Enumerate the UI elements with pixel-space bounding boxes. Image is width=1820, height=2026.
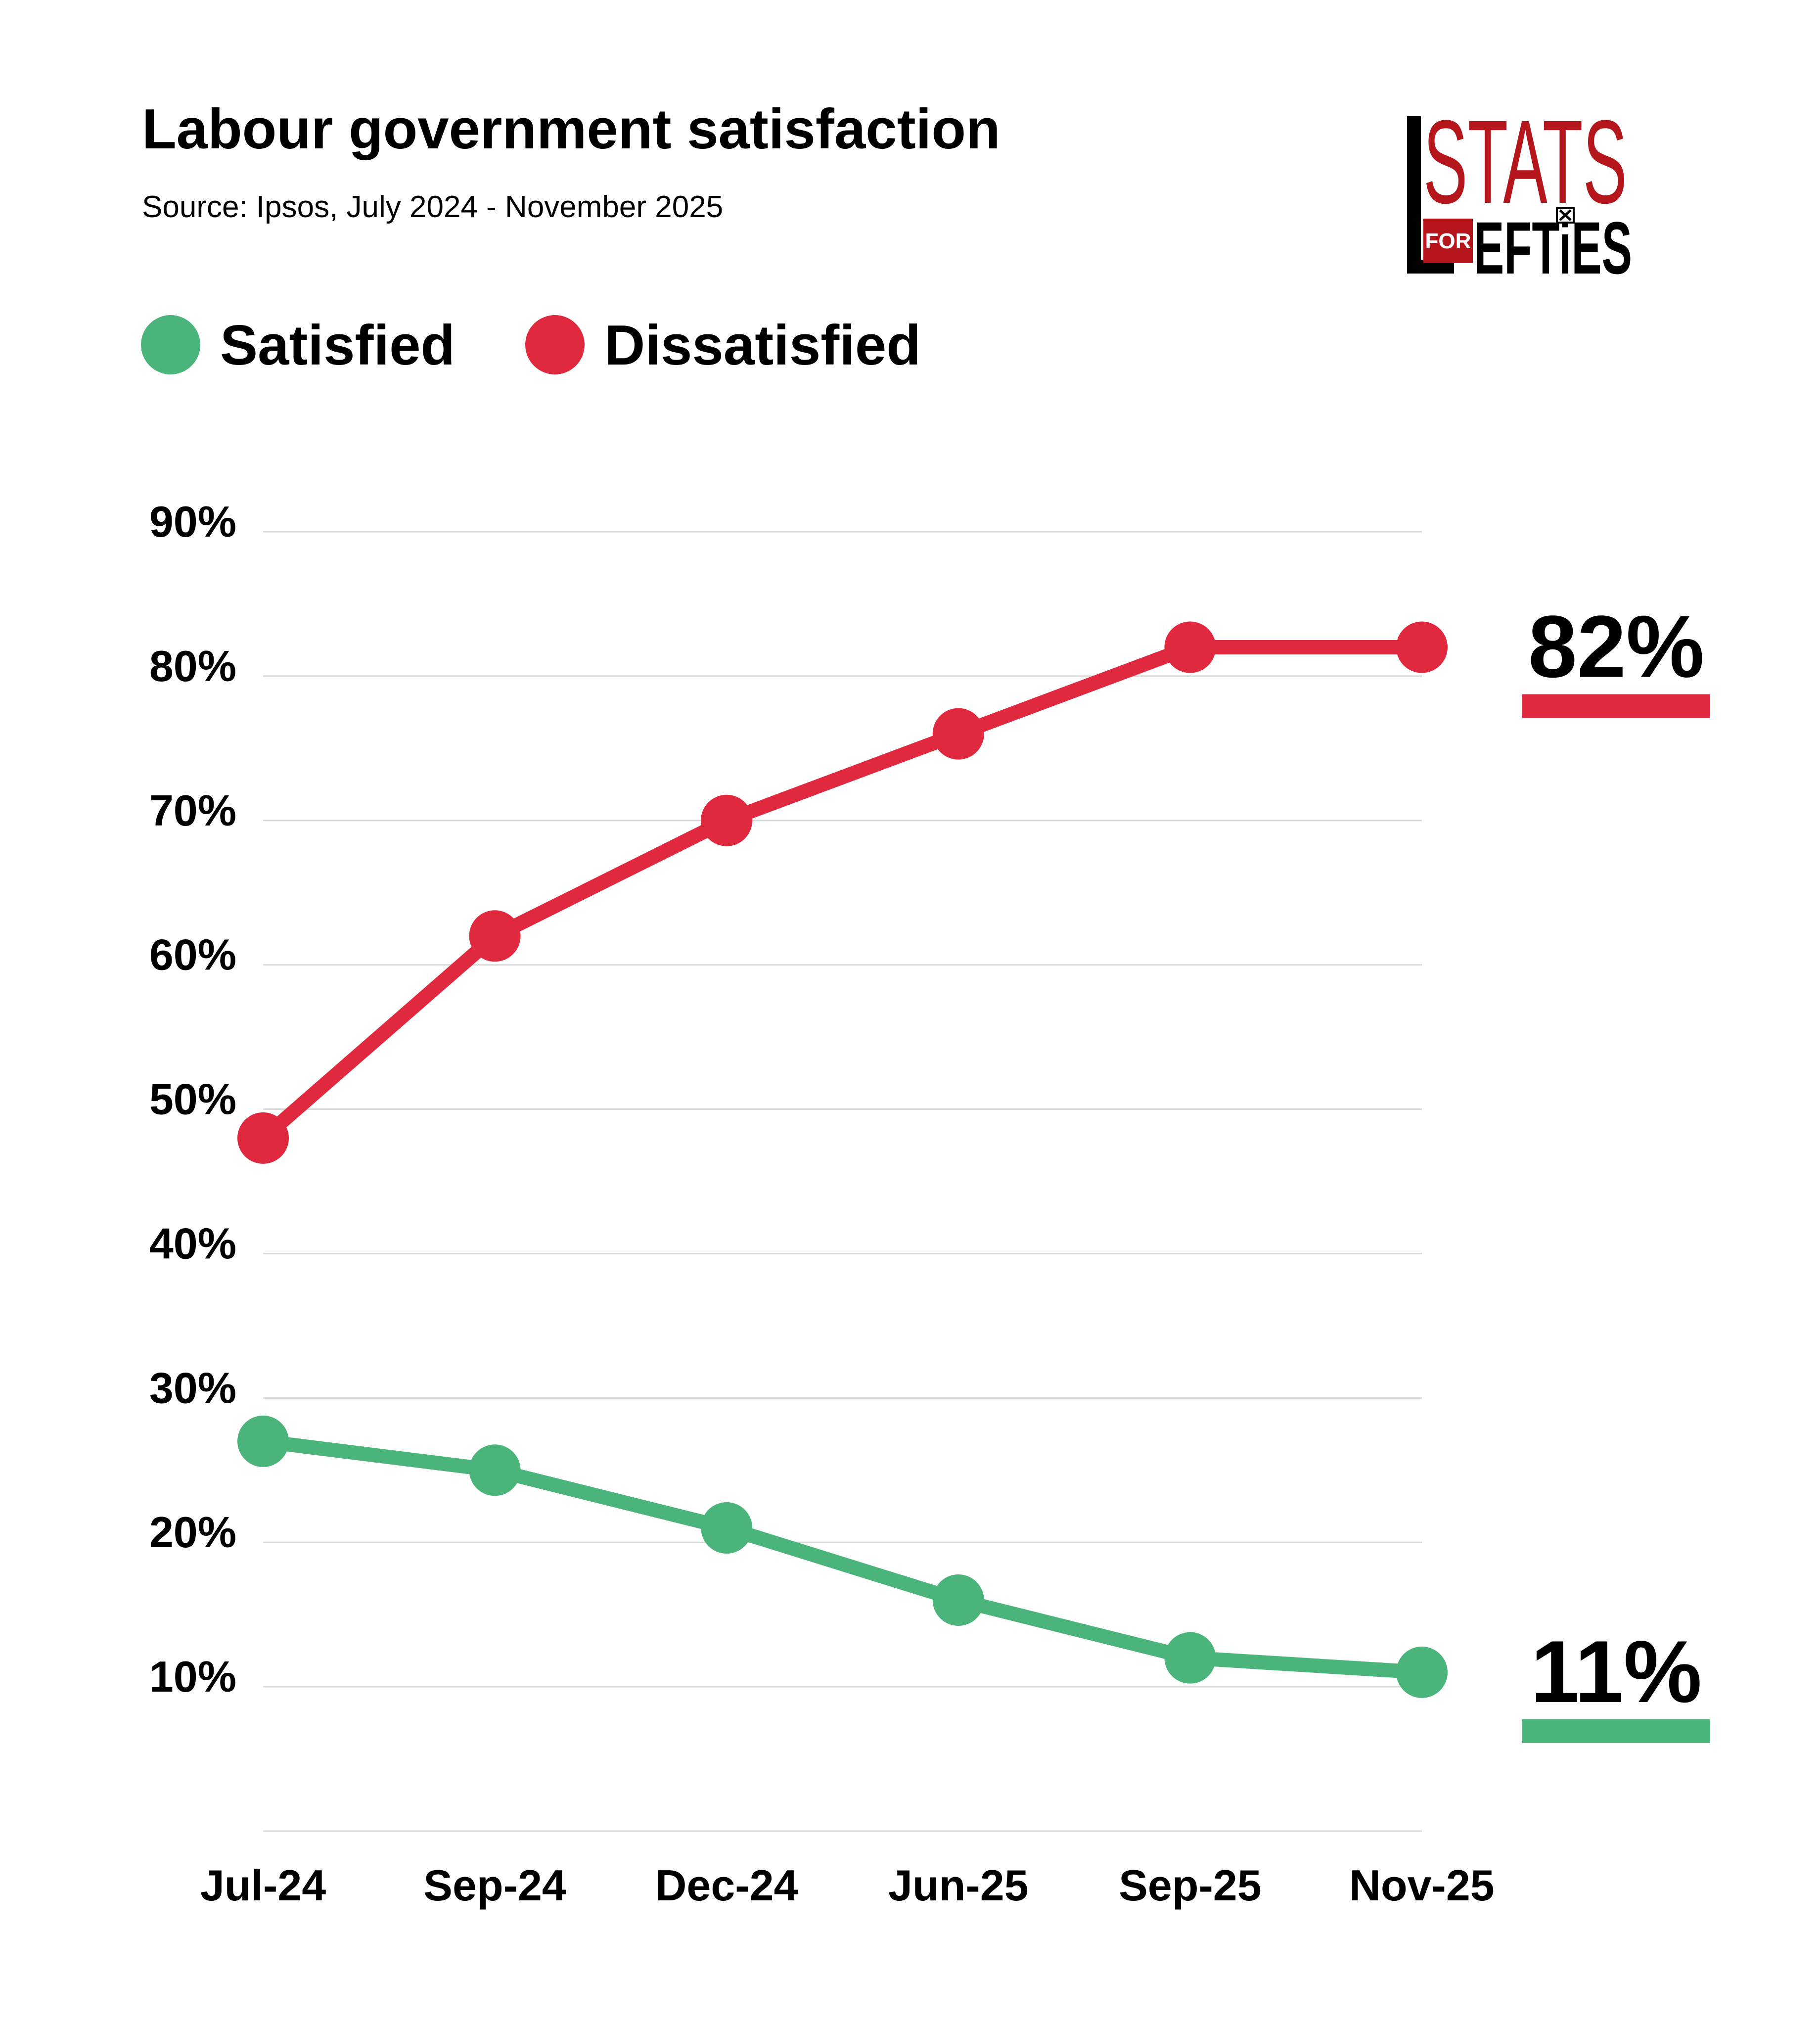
series-line-dissatisfied (256, 640, 1429, 1146)
y-tick-label: 10% (149, 1652, 236, 1701)
data-point-dissatisfied (1164, 621, 1216, 673)
data-point-satisfied (701, 1502, 753, 1554)
y-tick-label: 60% (149, 930, 236, 979)
x-tick-label: Jun-25 (888, 1861, 1029, 1910)
logo-for-box (1423, 219, 1473, 263)
data-point-dissatisfied (1396, 621, 1448, 673)
data-point-dissatisfied (932, 708, 984, 760)
data-point-satisfied (469, 1444, 521, 1496)
end-label-satisfied: 11% (1531, 1622, 1702, 1721)
series-lines (237, 621, 1448, 1698)
chart-title: Labour government satisfaction (142, 98, 1001, 161)
data-point-satisfied (932, 1574, 984, 1626)
logo-stats-text: STATS (1423, 109, 1627, 228)
legend-label-dissatisfied: Dissatisfied (604, 314, 921, 377)
end-labels: 11% 82% (1522, 598, 1710, 1743)
data-point-satisfied (1396, 1646, 1448, 1698)
end-label-dissatisfied: 82% (1528, 598, 1704, 696)
legend-marker-dissatisfied (525, 315, 585, 374)
x-tick-label: Nov-25 (1349, 1861, 1494, 1910)
end-label-bar-satisfied (1522, 1719, 1710, 1743)
legend: Satisfied Dissatisfied (141, 314, 921, 377)
y-tick-label: 90% (149, 497, 236, 546)
y-tick-label: 40% (149, 1219, 236, 1268)
data-point-satisfied (1164, 1632, 1216, 1684)
series-line-satisfied (256, 1434, 1429, 1680)
y-axis-tick-labels: 10% 20% 30% 40% 50% 60% 70% 80% 90% (149, 497, 236, 1701)
data-point-dissatisfied (701, 794, 753, 846)
y-tick-label: 80% (149, 642, 236, 691)
stats-for-lefties-logo: STATS FOR EFTiES (1407, 109, 1632, 282)
y-tick-label: 70% (149, 786, 236, 835)
chart-subtitle: Source: Ipsos, July 2024 - November 2025 (142, 190, 724, 224)
logo-l-vertical (1407, 116, 1421, 274)
x-tick-label: Jul-24 (200, 1861, 326, 1910)
logo-for-text: FOR (1425, 229, 1471, 253)
data-point-satisfied (237, 1415, 289, 1467)
x-tick-label: Sep-24 (423, 1861, 566, 1910)
logo-ballot-cross (1559, 209, 1572, 221)
data-point-dissatisfied (237, 1112, 289, 1164)
x-tick-label: Dec-24 (655, 1861, 798, 1910)
y-tick-label: 30% (149, 1363, 236, 1412)
y-tick-label: 50% (149, 1075, 236, 1124)
y-tick-label: 20% (149, 1508, 236, 1557)
legend-marker-satisfied (141, 315, 200, 374)
legend-label-satisfied: Satisfied (220, 314, 455, 377)
logo-lefties-text: EFTiES (1474, 206, 1632, 282)
data-point-dissatisfied (469, 910, 521, 962)
x-axis-tick-labels: Jul-24 Sep-24 Dec-24 Jun-25 Sep-25 Nov-25 (200, 1861, 1495, 1910)
gridlines (263, 531, 1422, 1832)
end-label-bar-dissatisfied (1522, 694, 1710, 718)
x-tick-label: Sep-25 (1119, 1861, 1262, 1910)
